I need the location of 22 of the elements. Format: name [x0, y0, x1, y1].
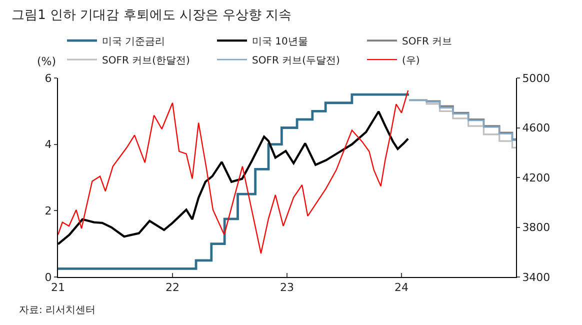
y2-tick-label: 3800: [522, 221, 550, 234]
legend-label: 미국 10년물: [252, 36, 308, 48]
y-tick-label: 0: [44, 270, 52, 284]
y2-tick-label: 4600: [522, 122, 550, 135]
legend-label: SOFR 커브: [402, 36, 452, 48]
x-tick-label: 21: [51, 281, 65, 294]
y-tick-label: 4: [44, 138, 52, 152]
legend-label: (우): [402, 55, 420, 66]
legend-label: SOFR 커브(한달전): [102, 55, 190, 66]
x-tick-label: 24: [394, 281, 408, 294]
legend-label: SOFR 커브(두달전): [252, 55, 340, 66]
y2-tick-label: 4200: [522, 171, 550, 184]
x-tick-label: 22: [166, 281, 180, 294]
chart-title: 그림1 인하 기대감 후퇴에도 시장은 우상향 지속: [12, 8, 292, 23]
y-tick-label: 2: [44, 204, 52, 218]
y-tick-label: 6: [44, 72, 52, 85]
legend-label: 미국 기준금리: [102, 36, 166, 48]
text: 자료: 리서치센터: [19, 305, 96, 316]
y2-tick-label: 3400: [522, 270, 550, 284]
y-axis-title: (%): [37, 55, 56, 68]
x-tick-label: 23: [280, 281, 294, 294]
y2-tick-label: 5000: [522, 72, 550, 85]
